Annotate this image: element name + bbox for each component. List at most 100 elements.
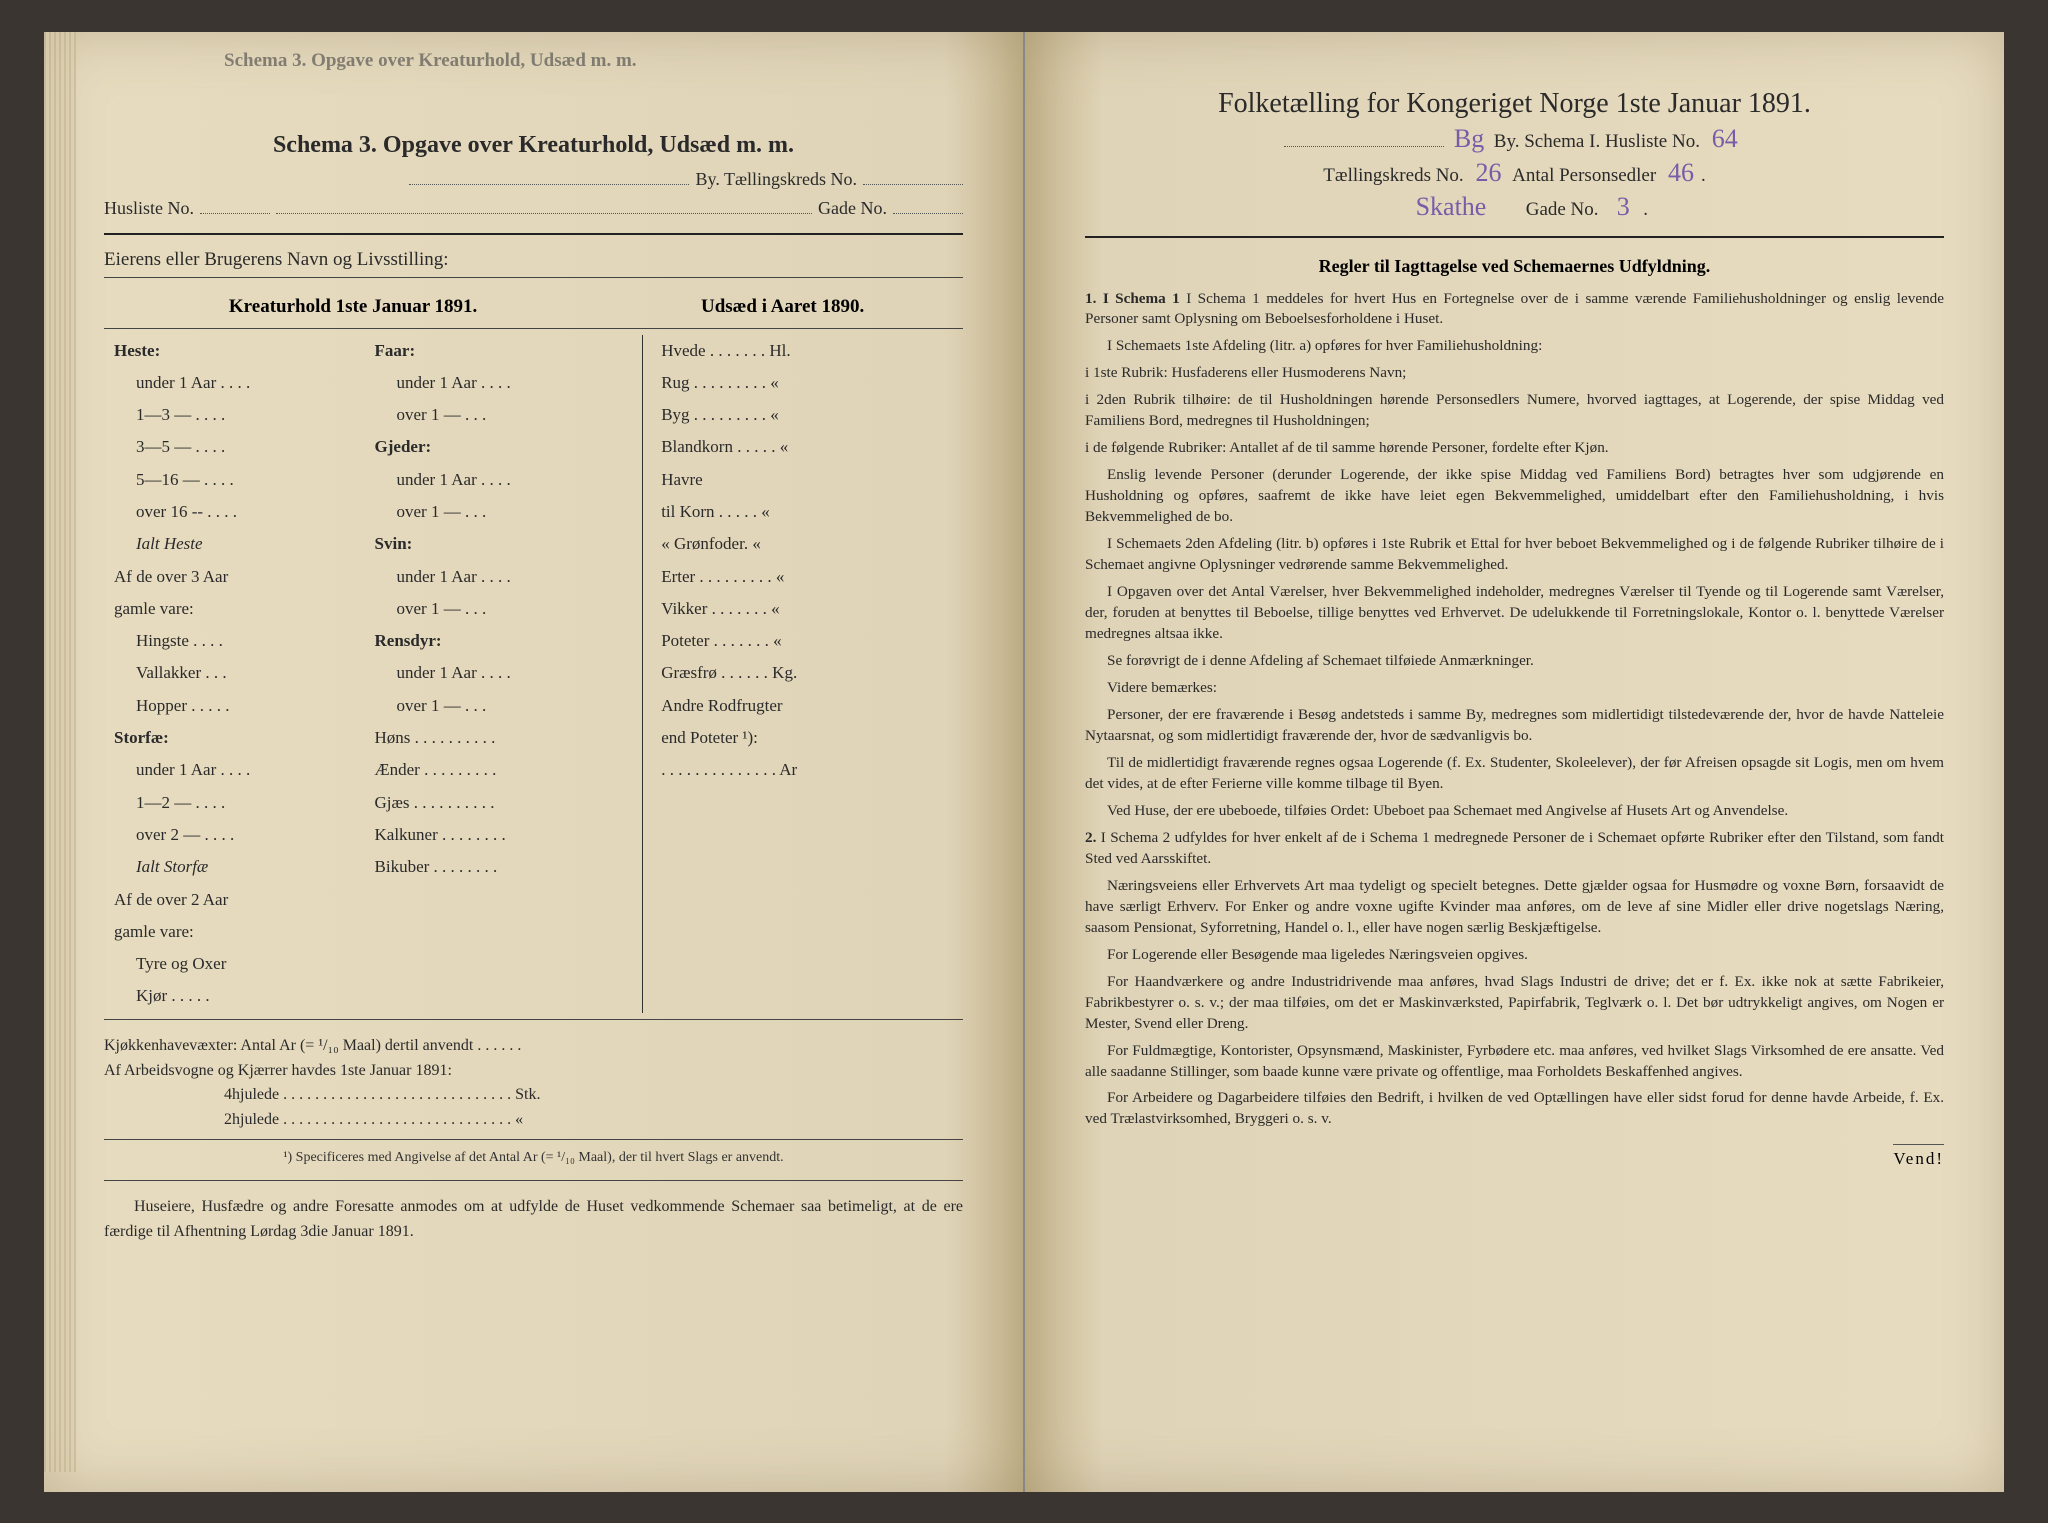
form-row: 1—3 — . . . . xyxy=(114,399,355,431)
form-row: Ialt Heste xyxy=(114,528,355,560)
husliste-label: Husliste No. xyxy=(104,198,194,219)
form-row: under 1 Aar . . . . xyxy=(375,657,633,689)
rules-title: Regler til Iagttagelse ved Schemaernes U… xyxy=(1085,256,1944,277)
rule-p1d: i de følgende Rubriker: Antallet af de t… xyxy=(1085,438,1944,459)
form-row: . . . . . . . . . . . . . . Ar xyxy=(661,754,953,786)
kreds-label: Tællingskreds No. xyxy=(1323,165,1463,186)
form-row: over 1 — . . . xyxy=(375,690,633,722)
census-title: Folketælling for Kongeriget Norge 1ste J… xyxy=(1085,88,1944,120)
gade-no-value: 3 xyxy=(1603,192,1643,222)
form-row: under 1 Aar . . . . xyxy=(375,367,633,399)
form-row: Heste: xyxy=(114,335,355,367)
form-row: Af de over 3 Aar xyxy=(114,561,355,593)
table-headers: Kreaturhold 1ste Januar 1891. Udsæd i Aa… xyxy=(104,296,963,318)
form-row: gamle vare: xyxy=(114,916,355,948)
rule-p8: Til de midlertidigt fraværende regnes og… xyxy=(1085,753,1944,795)
form-row: Tyre og Oxer xyxy=(114,948,355,980)
by-value: Bg xyxy=(1449,124,1489,154)
rule-p4: I Opgaven over det Antal Værelser, hver … xyxy=(1085,582,1944,645)
form-row: Gjæs . . . . . . . . . . xyxy=(375,787,633,819)
kreaturhold-header: Kreaturhold 1ste Januar 1891. xyxy=(104,296,602,318)
form-row: Erter . . . . . . . . . « xyxy=(661,561,953,593)
form-row: Byg . . . . . . . . . « xyxy=(661,399,953,431)
rules-body: 1. I Schema 1 I Schema 1 meddeles for hv… xyxy=(1085,289,1944,1131)
form-row: end Poteter ¹): xyxy=(661,722,953,754)
gade-no-label: Gade No. xyxy=(1526,199,1599,220)
rule-p9: Ved Huse, der ere ubeboede, tilføies Ord… xyxy=(1085,801,1944,822)
form-row: Hvede . . . . . . . Hl. xyxy=(661,335,953,367)
kreds-value: 26 xyxy=(1468,158,1508,188)
crops-col: Hvede . . . . . . . Hl.Rug . . . . . . .… xyxy=(643,335,963,1013)
antal-value: 46 xyxy=(1661,158,1701,188)
left-page: Schema 3. Opgave over Kreaturhold, Udsæd… xyxy=(44,32,1025,1492)
rule-p5: Se forøvrigt de i denne Afdeling af Sche… xyxy=(1085,651,1944,672)
form-row: til Korn . . . . . « xyxy=(661,496,953,528)
form-row: Gjeder: xyxy=(375,431,633,463)
rule-p11: Næringsveiens eller Erhvervets Art maa t… xyxy=(1085,876,1944,939)
arbeidsvogne-line: Af Arbeidsvogne og Kjærrer havdes 1ste J… xyxy=(104,1059,963,1084)
form-row: Havre xyxy=(661,464,953,496)
form-row: over 1 — . . . xyxy=(375,593,633,625)
form-row: Høns . . . . . . . . . . xyxy=(375,722,633,754)
form-row: Rug . . . . . . . . . « xyxy=(661,367,953,399)
schema3-title: Schema 3. Opgave over Kreaturhold, Udsæd… xyxy=(104,132,963,159)
footnote-1: ¹) Specificeres med Angivelse af det Ant… xyxy=(104,1150,963,1166)
form-row: over 1 — . . . xyxy=(375,496,633,528)
antal-label: Antal Personsedler xyxy=(1512,165,1656,186)
form-row: over 16 -- . . . . xyxy=(114,496,355,528)
rule-p2: Enslig levende Personer (derunder Logere… xyxy=(1085,465,1944,528)
animals-col-2: Faar:under 1 Aar . . . .over 1 — . . .Gj… xyxy=(365,335,644,1013)
header-line-1: Bg By. Schema I. Husliste No. 64 xyxy=(1085,124,1944,154)
form-row: over 2 — . . . . xyxy=(114,819,355,851)
form-row: 1—2 — . . . . xyxy=(114,787,355,819)
form-row: Hingste . . . . xyxy=(114,625,355,657)
form-row: Græsfrø . . . . . . Kg. xyxy=(661,657,953,689)
form-row: Af de over 2 Aar xyxy=(114,884,355,916)
form-row: Ænder . . . . . . . . . xyxy=(375,754,633,786)
form-row: Andre Rodfrugter xyxy=(661,690,953,722)
rule-p13: For Haandværkere og andre Industridriven… xyxy=(1085,972,1944,1035)
rule-p1c: i 2den Rubrik tilhøire: de til Husholdni… xyxy=(1085,390,1944,432)
form-row: under 1 Aar . . . . xyxy=(114,367,355,399)
form-row: Bikuber . . . . . . . . xyxy=(375,851,633,883)
form-row: Blandkorn . . . . . « xyxy=(661,431,953,463)
book-spread: Schema 3. Opgave over Kreaturhold, Udsæd… xyxy=(44,32,2004,1492)
form-row: « Grønfoder. « xyxy=(661,528,953,560)
form-row: under 1 Aar . . . . xyxy=(375,561,633,593)
page-stack-edge xyxy=(44,32,76,1472)
form-row: gamle vare: xyxy=(114,593,355,625)
rule-p10: I Schema 2 udfyldes for hver enkelt af d… xyxy=(1085,829,1944,867)
form-row: over 1 — . . . xyxy=(375,399,633,431)
form-row: Hopper . . . . . xyxy=(114,690,355,722)
twowheel-line: 2hjulede . . . . . . . . . . . . . . . .… xyxy=(104,1108,963,1133)
by-schema-label: By. Schema I. Husliste No. xyxy=(1494,131,1700,152)
rule-p7: Personer, der ere fraværende i Besøg and… xyxy=(1085,705,1944,747)
gade-label: Gade No. xyxy=(818,198,887,219)
rule-p15: For Arbeidere og Dagarbeidere tilføies d… xyxy=(1085,1088,1944,1130)
rule-p1: I Schema 1 meddeles for hvert Hus en For… xyxy=(1085,290,1944,328)
husliste-value: 64 xyxy=(1705,124,1745,154)
rule-p1a: I Schemaets 1ste Afdeling (litr. a) opfø… xyxy=(1085,336,1944,357)
form-row: Rensdyr: xyxy=(375,625,633,657)
form-row: 3—5 — . . . . xyxy=(114,431,355,463)
form-row: 5—16 — . . . . xyxy=(114,464,355,496)
form-row: Kalkuner . . . . . . . . xyxy=(375,819,633,851)
form-row: under 1 Aar . . . . xyxy=(114,754,355,786)
rule-p14: For Fuldmægtige, Kontorister, Opsynsmænd… xyxy=(1085,1041,1944,1083)
form-row: Vallakker . . . xyxy=(114,657,355,689)
owner-label: Eierens eller Brugerens Navn og Livsstil… xyxy=(104,249,963,271)
fourwheel-line: 4hjulede . . . . . . . . . . . . . . . .… xyxy=(104,1083,963,1108)
kjokken-line: Kjøkkenhavevæxter: Antal Ar (= ¹/₁₀ Maal… xyxy=(104,1034,963,1059)
animals-col-1: Heste:under 1 Aar . . . .1—3 — . . . .3—… xyxy=(104,335,365,1013)
rule-p12: For Logerende eller Besøgende maa ligele… xyxy=(1085,945,1944,966)
form-row: Storfæ: xyxy=(114,722,355,754)
form-row: Vikker . . . . . . . « xyxy=(661,593,953,625)
form-row: Faar: xyxy=(375,335,633,367)
form-table: Heste:under 1 Aar . . . .1—3 — . . . .3—… xyxy=(104,335,963,1013)
form-row: Ialt Storfæ xyxy=(114,851,355,883)
rule-p1b: i 1ste Rubrik: Husfaderens eller Husmode… xyxy=(1085,363,1944,384)
vend-label: Vend! xyxy=(1893,1144,1944,1169)
rule-p6: Videre bemærkes: xyxy=(1085,678,1944,699)
rule-p3: I Schemaets 2den Afdeling (litr. b) opfø… xyxy=(1085,534,1944,576)
form-row: under 1 Aar . . . . xyxy=(375,464,633,496)
